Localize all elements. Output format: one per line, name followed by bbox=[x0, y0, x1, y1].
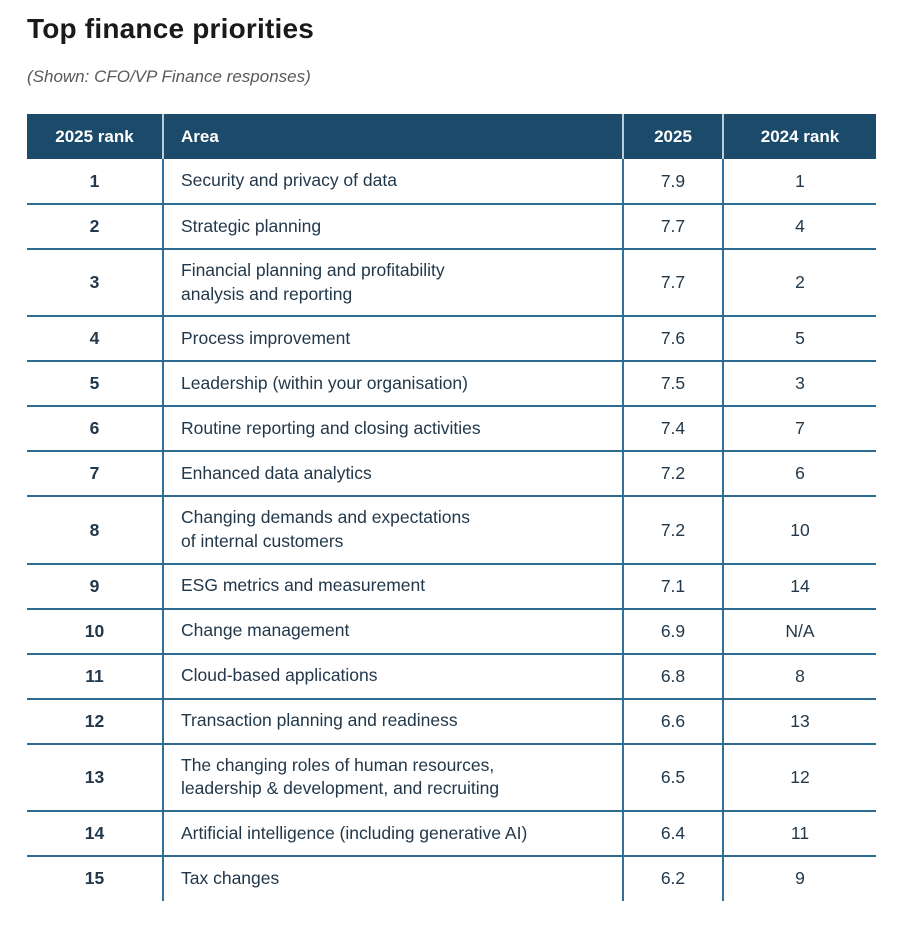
cell-area: Financial planning and profitability ana… bbox=[162, 249, 623, 318]
page-subtitle: (Shown: CFO/VP Finance responses) bbox=[27, 67, 311, 87]
cell-area: The changing roles of human resources, l… bbox=[162, 743, 623, 812]
header-row: 2025 rank Area 2025 2024 rank bbox=[27, 114, 876, 160]
header-2025-score: 2025 bbox=[622, 114, 723, 160]
table-row: 14 Artificial intelligence (including ge… bbox=[27, 810, 876, 857]
cell-2025-score: 6.5 bbox=[622, 743, 723, 812]
cell-2025-score: 7.2 bbox=[622, 496, 723, 565]
cell-2025-rank: 12 bbox=[27, 698, 163, 745]
header-2024-rank: 2024 rank bbox=[722, 114, 876, 160]
cell-2025-rank: 13 bbox=[27, 743, 163, 812]
cell-2024-rank: 6 bbox=[722, 451, 876, 498]
cell-2025-score: 7.1 bbox=[622, 563, 723, 610]
cell-2025-rank: 7 bbox=[27, 451, 163, 498]
table-row: 10 Change management 6.9 N/A bbox=[27, 608, 876, 655]
cell-2025-rank: 1 bbox=[27, 159, 163, 206]
table-row: 1 Security and privacy of data 7.9 1 bbox=[27, 159, 876, 206]
cell-2024-rank: 13 bbox=[722, 698, 876, 745]
cell-2025-score: 6.8 bbox=[622, 653, 723, 700]
table-row: 13 The changing roles of human resources… bbox=[27, 743, 876, 812]
cell-2025-score: 7.7 bbox=[622, 249, 723, 318]
table-row: 12 Transaction planning and readiness 6.… bbox=[27, 698, 876, 745]
cell-area: Cloud-based applications bbox=[162, 653, 623, 700]
cell-2025-rank: 4 bbox=[27, 316, 163, 363]
finance-priorities-table: 2025 rank Area 2025 2024 rank 1 Security… bbox=[27, 114, 876, 901]
cell-area: Process improvement bbox=[162, 316, 623, 363]
cell-2025-rank: 14 bbox=[27, 810, 163, 857]
cell-area: ESG metrics and measurement bbox=[162, 563, 623, 610]
table-body: 1 Security and privacy of data 7.9 1 2 S… bbox=[27, 159, 876, 901]
cell-2025-score: 7.9 bbox=[622, 159, 723, 206]
cell-2025-score: 7.7 bbox=[622, 204, 723, 251]
cell-2025-score: 7.6 bbox=[622, 316, 723, 363]
cell-area: Change management bbox=[162, 608, 623, 655]
cell-2025-rank: 3 bbox=[27, 249, 163, 318]
cell-2025-score: 6.6 bbox=[622, 698, 723, 745]
cell-2025-score: 7.5 bbox=[622, 361, 723, 408]
cell-area: Leadership (within your organisation) bbox=[162, 361, 623, 408]
table-row: 2 Strategic planning 7.7 4 bbox=[27, 204, 876, 251]
cell-2024-rank: 14 bbox=[722, 563, 876, 610]
cell-2024-rank: N/A bbox=[722, 608, 876, 655]
cell-2024-rank: 11 bbox=[722, 810, 876, 857]
cell-2025-score: 6.2 bbox=[622, 855, 723, 901]
cell-area: Artificial intelligence (including gener… bbox=[162, 810, 623, 857]
table-header: 2025 rank Area 2025 2024 rank bbox=[27, 114, 876, 160]
header-2025-rank: 2025 rank bbox=[27, 114, 163, 160]
cell-2025-rank: 6 bbox=[27, 406, 163, 453]
cell-area: Tax changes bbox=[162, 855, 623, 901]
cell-2025-rank: 5 bbox=[27, 361, 163, 408]
table-row: 6 Routine reporting and closing activiti… bbox=[27, 406, 876, 453]
cell-2025-rank: 8 bbox=[27, 496, 163, 565]
cell-2024-rank: 7 bbox=[722, 406, 876, 453]
cell-area: Security and privacy of data bbox=[162, 159, 623, 206]
cell-2024-rank: 10 bbox=[722, 496, 876, 565]
table-row: 7 Enhanced data analytics 7.2 6 bbox=[27, 451, 876, 498]
cell-2024-rank: 3 bbox=[722, 361, 876, 408]
cell-area: Changing demands and expectations of int… bbox=[162, 496, 623, 565]
cell-2024-rank: 4 bbox=[722, 204, 876, 251]
cell-2025-score: 7.2 bbox=[622, 451, 723, 498]
cell-area: Transaction planning and readiness bbox=[162, 698, 623, 745]
cell-2025-rank: 10 bbox=[27, 608, 163, 655]
cell-2024-rank: 5 bbox=[722, 316, 876, 363]
cell-2024-rank: 12 bbox=[722, 743, 876, 812]
cell-2024-rank: 9 bbox=[722, 855, 876, 901]
cell-2025-rank: 2 bbox=[27, 204, 163, 251]
cell-2024-rank: 1 bbox=[722, 159, 876, 206]
cell-2025-score: 6.4 bbox=[622, 810, 723, 857]
cell-2025-score: 6.9 bbox=[622, 608, 723, 655]
cell-2025-rank: 9 bbox=[27, 563, 163, 610]
table-row: 3 Financial planning and profitability a… bbox=[27, 249, 876, 318]
cell-2024-rank: 8 bbox=[722, 653, 876, 700]
cell-2025-score: 7.4 bbox=[622, 406, 723, 453]
table-row: 5 Leadership (within your organisation) … bbox=[27, 361, 876, 408]
table-row: 9 ESG metrics and measurement 7.1 14 bbox=[27, 563, 876, 610]
header-area: Area bbox=[162, 114, 623, 160]
table-row: 8 Changing demands and expectations of i… bbox=[27, 496, 876, 565]
cell-area: Strategic planning bbox=[162, 204, 623, 251]
cell-2024-rank: 2 bbox=[722, 249, 876, 318]
table-row: 4 Process improvement 7.6 5 bbox=[27, 316, 876, 363]
page-title: Top finance priorities bbox=[27, 13, 315, 44]
cell-2025-rank: 11 bbox=[27, 653, 163, 700]
table-row: 11 Cloud-based applications 6.8 8 bbox=[27, 653, 876, 700]
cell-area: Routine reporting and closing activities bbox=[162, 406, 623, 453]
cell-2025-rank: 15 bbox=[27, 855, 163, 901]
table-row: 15 Tax changes 6.2 9 bbox=[27, 855, 876, 901]
cell-area: Enhanced data analytics bbox=[162, 451, 623, 498]
